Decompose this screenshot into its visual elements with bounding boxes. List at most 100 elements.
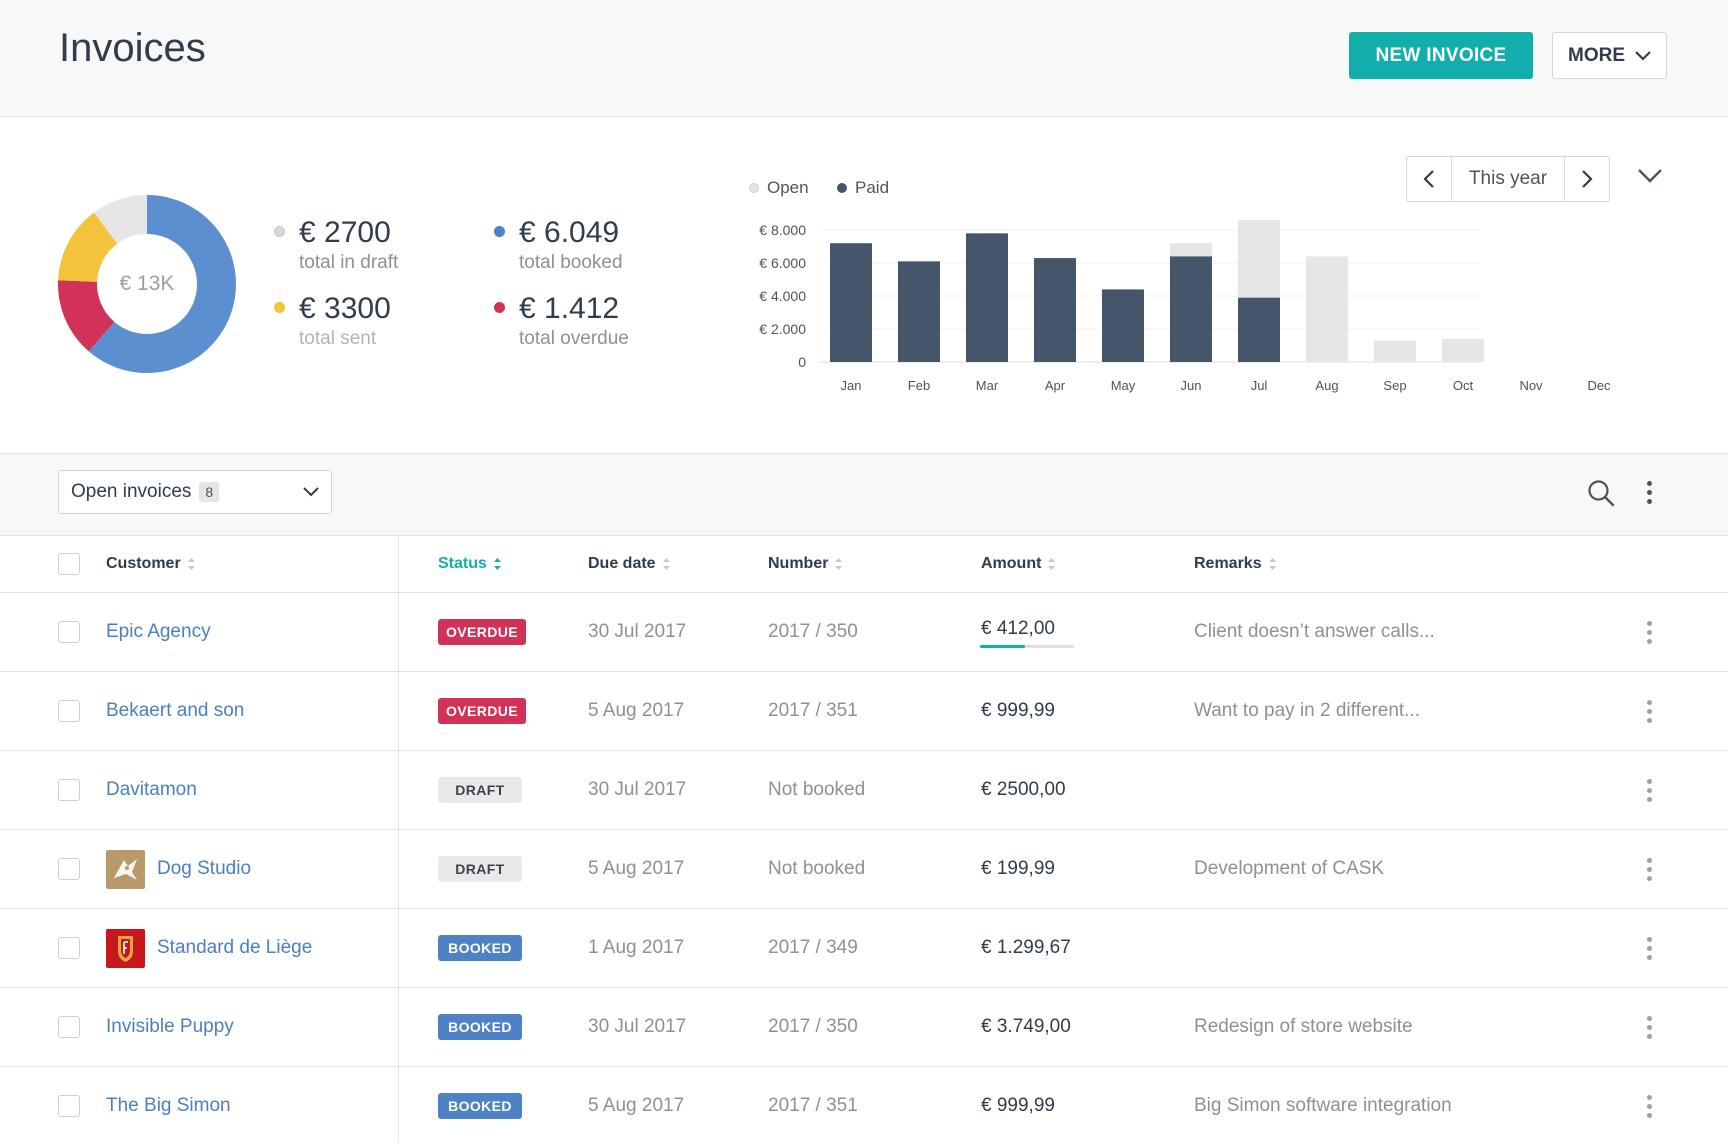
- row-checkbox[interactable]: [58, 1095, 80, 1117]
- donut-segment-booked: [88, 195, 237, 373]
- bar-paid-apr[interactable]: [1034, 258, 1076, 362]
- row-select-cell: [58, 751, 80, 829]
- chevron-down-icon: [1635, 50, 1651, 61]
- sort-icon: [1048, 557, 1056, 570]
- select-all-checkbox[interactable]: [58, 552, 80, 575]
- legend-paid: Paid: [837, 178, 889, 198]
- period-prev-button[interactable]: [1407, 157, 1451, 201]
- customer-name[interactable]: Davitamon: [106, 779, 197, 800]
- status-badge: DRAFT: [438, 856, 522, 882]
- row-actions-button[interactable]: [1647, 751, 1652, 829]
- row-checkbox[interactable]: [58, 621, 80, 643]
- row-actions-button[interactable]: [1647, 593, 1652, 671]
- column-header-number[interactable]: Number: [768, 535, 843, 592]
- column-header-amount[interactable]: Amount: [981, 535, 1056, 592]
- kebab-icon: [1647, 778, 1652, 802]
- bar-paid-jan[interactable]: [830, 243, 872, 362]
- row-actions-button[interactable]: [1647, 830, 1652, 908]
- period-selector: This year: [1406, 156, 1610, 202]
- standard-liege-logo: [106, 928, 145, 968]
- row-select-cell: [58, 593, 80, 671]
- row-actions-button[interactable]: [1647, 672, 1652, 750]
- kebab-icon: [1647, 936, 1652, 960]
- search-button[interactable]: [1587, 479, 1615, 512]
- stat-draft-dot: [274, 226, 285, 237]
- row-actions-button[interactable]: [1647, 988, 1652, 1066]
- column-header-customer[interactable]: Customer: [106, 535, 196, 592]
- period-label[interactable]: This year: [1451, 157, 1565, 201]
- row-checkbox[interactable]: [58, 937, 80, 959]
- bar-paid-jul[interactable]: [1238, 297, 1280, 362]
- new-invoice-button[interactable]: NEW INVOICE: [1349, 32, 1533, 79]
- bar-paid-feb[interactable]: [898, 261, 940, 362]
- status-badge: BOOKED: [438, 1093, 522, 1119]
- customer-cell[interactable]: Standard de Liège: [106, 909, 312, 987]
- stat-sent: € 3300 total sent: [274, 292, 391, 350]
- kebab-icon-dot: [1647, 490, 1652, 495]
- stat-overdue-value: € 1.412: [519, 292, 620, 325]
- chevron-down-icon: [1638, 169, 1662, 183]
- list-options-button[interactable]: [1647, 481, 1652, 504]
- donut-center-total: € 13K: [119, 272, 175, 295]
- bar-open-oct[interactable]: [1442, 338, 1484, 362]
- table-row[interactable]: Invisible Puppy BOOKED 30 Jul 2017 2017 …: [0, 988, 1728, 1067]
- invoice-remarks: Client doesn’t answer calls...: [1194, 621, 1435, 642]
- bar-paid-jun[interactable]: [1170, 256, 1212, 362]
- legend-open-label: Open: [767, 178, 809, 197]
- invoice-number: 2017 / 350: [768, 1016, 858, 1037]
- search-icon: [1588, 480, 1615, 507]
- stat-draft-label: total in draft: [299, 252, 399, 273]
- row-checkbox[interactable]: [58, 1016, 80, 1038]
- stat-overdue-label: total overdue: [519, 328, 629, 349]
- invoice-filter-label: Open invoices: [71, 481, 192, 502]
- period-next-button[interactable]: [1565, 157, 1609, 201]
- y-tick-label: 0: [798, 354, 806, 370]
- x-tick-label: May: [1111, 378, 1136, 393]
- bar-open-sep[interactable]: [1374, 340, 1416, 362]
- customer-name[interactable]: Epic Agency: [106, 621, 211, 642]
- invoice-filter-dropdown[interactable]: Open invoices 8: [58, 470, 332, 514]
- invoice-number: 2017 / 351: [768, 700, 858, 721]
- donut-segment-overdue: [57, 280, 115, 352]
- table-row[interactable]: Dog Studio DRAFT 5 Aug 2017 Not booked €…: [0, 830, 1728, 909]
- bar-open-aug[interactable]: [1306, 256, 1348, 362]
- status-badge: OVERDUE: [438, 619, 527, 645]
- bar-paid-may[interactable]: [1102, 289, 1144, 362]
- bar-open-jun[interactable]: [1170, 243, 1212, 257]
- bar-paid-mar[interactable]: [966, 233, 1008, 362]
- customer-name[interactable]: Bekaert and son: [106, 700, 245, 721]
- stat-draft: € 2700 total in draft: [274, 216, 398, 274]
- invoice-remarks: Redesign of store website: [1194, 1016, 1413, 1037]
- stat-booked-dot: [494, 226, 505, 237]
- column-header-status[interactable]: Status: [438, 535, 502, 592]
- x-tick-label: Sep: [1383, 378, 1406, 393]
- legend-paid-label: Paid: [855, 178, 890, 197]
- due-date: 30 Jul 2017: [588, 779, 687, 800]
- row-checkbox[interactable]: [58, 700, 80, 722]
- status-cell: BOOKED: [438, 988, 522, 1066]
- row-checkbox[interactable]: [58, 858, 80, 880]
- row-actions-button[interactable]: [1647, 1067, 1652, 1145]
- column-number-label: Number: [768, 554, 829, 572]
- more-button[interactable]: MORE: [1552, 32, 1667, 79]
- bar-open-jul[interactable]: [1238, 220, 1280, 298]
- x-tick-label: Nov: [1519, 378, 1543, 393]
- column-header-due-date[interactable]: Due date: [588, 535, 671, 592]
- row-actions-button[interactable]: [1647, 909, 1652, 987]
- table-row[interactable]: Bekaert and son OVERDUE 5 Aug 2017 2017 …: [0, 672, 1728, 751]
- x-tick-label: Feb: [908, 378, 930, 393]
- row-checkbox[interactable]: [58, 779, 80, 801]
- table-row[interactable]: Davitamon DRAFT 30 Jul 2017 Not booked €…: [0, 751, 1728, 830]
- table-row[interactable]: Epic Agency OVERDUE 30 Jul 2017 2017 / 3…: [0, 593, 1728, 672]
- stat-booked-value: € 6.049: [519, 216, 620, 249]
- customer-cell[interactable]: Dog Studio: [106, 830, 251, 908]
- table-row[interactable]: The Big Simon BOOKED 5 Aug 2017 2017 / 3…: [0, 1067, 1728, 1145]
- status-badge: DRAFT: [438, 777, 522, 803]
- customer-name[interactable]: The Big Simon: [106, 1095, 231, 1116]
- chart-collapse-toggle[interactable]: [1637, 168, 1663, 189]
- table-row[interactable]: Standard de Liège BOOKED 1 Aug 2017 2017…: [0, 909, 1728, 988]
- column-header-remarks[interactable]: Remarks: [1194, 535, 1277, 592]
- row-select-cell: [58, 672, 80, 750]
- sort-icon: [1268, 557, 1276, 570]
- customer-name[interactable]: Invisible Puppy: [106, 1016, 234, 1037]
